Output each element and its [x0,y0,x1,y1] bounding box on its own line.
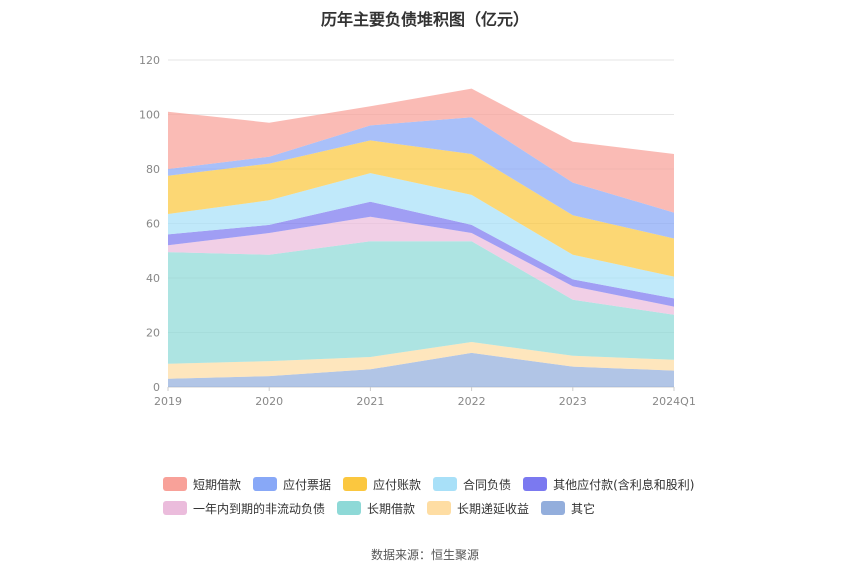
area-series-长期递延收益 [168,342,674,379]
legend-label: 其它 [571,501,596,516]
legend-item[interactable]: 合同负债 [433,476,511,493]
area-series-应付账款 [168,140,674,277]
legend-label: 长期递延收益 [457,501,530,516]
area-series-合同负债 [168,173,674,299]
area-series-一年内到期的非流动负债 [168,216,674,315]
y-tick-label: 20 [146,327,160,340]
legend-item[interactable]: 其他应付款(含利息和股利) [523,476,694,493]
x-tick-label: 2024Q1 [652,395,696,408]
legend-item[interactable]: 其它 [541,500,595,517]
legend: 短期借款 应付票据 应付账款 合同负债 其他应付款(含利息和股利) 一年内到期的非流动负… [163,472,723,520]
data-source: 数据来源：恒生聚源 [370,548,479,562]
legend-item[interactable]: 长期递延收益 [427,500,529,517]
y-axis: 0 20 40 60 80 100 120 [139,54,160,394]
legend-item[interactable]: 应付账款 [343,476,421,493]
area-series-其它 [168,352,674,387]
y-tick-label: 120 [139,54,160,67]
area-series-短期借款 [168,88,674,213]
legend-item[interactable]: 长期借款 [337,500,415,517]
legend-label: 长期借款 [367,501,416,516]
legend-swatch [541,501,566,515]
legend-swatch [427,501,452,515]
legend-swatch [343,477,368,491]
x-axis: 2019 2020 2021 2022 2023 2024Q1 [154,387,696,408]
y-tick-label: 80 [146,163,160,176]
legend-item[interactable]: 应付票据 [253,476,331,493]
legend-swatch [163,501,187,515]
legend-item[interactable]: 一年内到期的非流动负债 [163,500,325,517]
legend-swatch [337,501,362,515]
legend-item[interactable]: 短期借款 [163,476,241,493]
legend-label: 其他应付款(含利息和股利) [553,477,695,492]
legend-swatch [253,477,278,491]
y-tick-label: 100 [139,109,160,122]
y-tick-label: 60 [146,218,160,231]
y-tick-label: 40 [146,272,160,285]
legend-label: 应付账款 [373,477,422,492]
legend-swatch [163,477,187,491]
legend-row: 短期借款 应付票据 应付账款 合同负债 其他应付款(含利息和股利) [163,472,723,496]
legend-swatch [523,477,548,491]
stacked-area-chart: 0 20 40 60 80 100 120 2019 2020 2021 2022 2023 2024… [139,54,696,408]
legend-label: 短期借款 [193,477,242,492]
y-tick-label: 0 [153,381,160,394]
area-series-应付票据 [168,117,674,239]
legend-label: 合同负债 [463,477,512,492]
legend-swatch [433,477,458,491]
area-series [168,88,674,387]
legend-label: 应付票据 [283,477,332,492]
area-series-其他应付款(含利息和股利) [168,201,674,307]
x-tick-label: 2020 [255,395,283,408]
legend-row: 一年内到期的非流动负债 长期借款 长期递延收益 其它 [163,496,723,520]
x-tick-label: 2022 [458,395,486,408]
chart-title: 历年主要负债堆积图（亿元） [320,10,529,29]
x-tick-label: 2021 [356,395,384,408]
x-tick-label: 2023 [559,395,587,408]
area-series-长期借款 [168,241,674,364]
legend-label: 一年内到期的非流动负债 [193,501,326,516]
x-tick-label: 2019 [154,395,182,408]
